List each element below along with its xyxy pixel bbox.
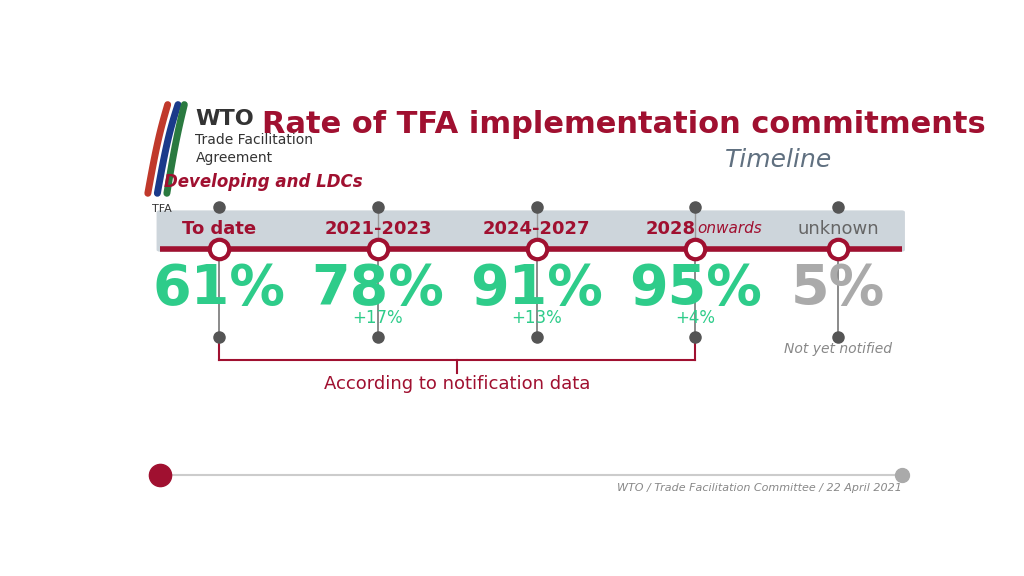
Text: 95%: 95%	[629, 262, 762, 316]
FancyBboxPatch shape	[157, 210, 905, 252]
Text: According to notification data: According to notification data	[325, 375, 591, 393]
Text: +4%: +4%	[676, 309, 716, 327]
Text: WTO / Trade Facilitation Committee / 22 April 2021: WTO / Trade Facilitation Committee / 22 …	[616, 483, 902, 493]
Text: +17%: +17%	[352, 309, 403, 327]
Text: unknown: unknown	[798, 220, 879, 238]
Text: Not yet notified: Not yet notified	[784, 342, 892, 355]
Text: 2024-2027: 2024-2027	[483, 220, 591, 238]
Text: Timeline: Timeline	[725, 148, 833, 172]
Text: 5%: 5%	[792, 262, 886, 316]
Text: TFA: TFA	[152, 204, 172, 214]
Text: 61%: 61%	[153, 262, 286, 316]
Text: 78%: 78%	[311, 262, 444, 316]
Text: Agreement: Agreement	[196, 151, 272, 165]
Text: onwards: onwards	[697, 221, 762, 236]
Text: +13%: +13%	[511, 309, 562, 327]
Text: WTO: WTO	[196, 109, 254, 129]
Text: Rate of TFA implementation commitments: Rate of TFA implementation commitments	[262, 110, 986, 139]
Text: 91%: 91%	[470, 262, 603, 316]
Text: 2028: 2028	[645, 220, 695, 238]
Text: Developing and LDCs: Developing and LDCs	[164, 173, 362, 191]
Text: To date: To date	[182, 220, 256, 238]
Text: 2021-2023: 2021-2023	[325, 220, 432, 238]
Text: Trade Facilitation: Trade Facilitation	[196, 134, 313, 147]
